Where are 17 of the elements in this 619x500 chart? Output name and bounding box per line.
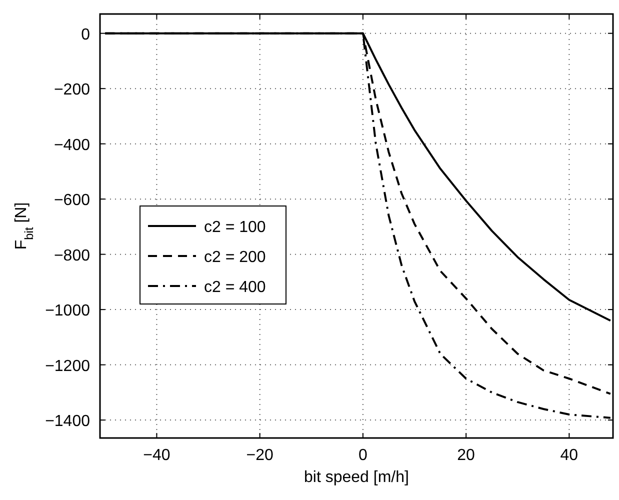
x-tick-label: 20 <box>457 447 476 464</box>
y-tick-label: −1400 <box>45 413 90 430</box>
y-tick-label: −1000 <box>45 302 90 320</box>
x-tick-label: −40 <box>143 447 170 464</box>
legend-label: c2 = 100 <box>204 219 266 236</box>
x-tick-label: −20 <box>246 447 274 464</box>
y-tick-label: −600 <box>54 192 90 210</box>
y-tick-label: −1200 <box>45 358 90 375</box>
x-tick-label: 40 <box>560 447 578 464</box>
y-tick-label: 0 <box>81 26 90 44</box>
x-axis-title: bit speed [m/h] <box>304 469 409 486</box>
legend-label: c2 = 400 <box>204 279 266 296</box>
y-tick-label: −400 <box>54 136 90 154</box>
x-tick-label: 0 <box>358 447 368 464</box>
y-tick-label: −200 <box>54 82 90 99</box>
y-tick-label: −800 <box>54 247 90 264</box>
legend-label: c2 = 200 <box>204 249 266 266</box>
